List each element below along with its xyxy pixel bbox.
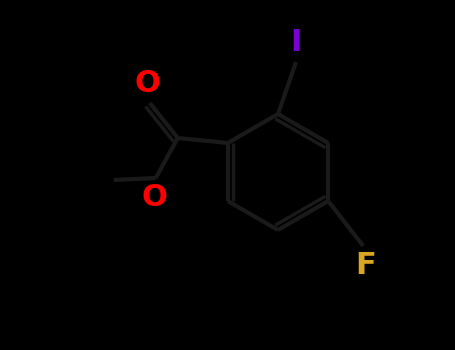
Text: F: F — [355, 251, 376, 280]
Text: O: O — [135, 69, 161, 98]
Text: O: O — [142, 183, 168, 212]
Text: I: I — [290, 28, 302, 57]
